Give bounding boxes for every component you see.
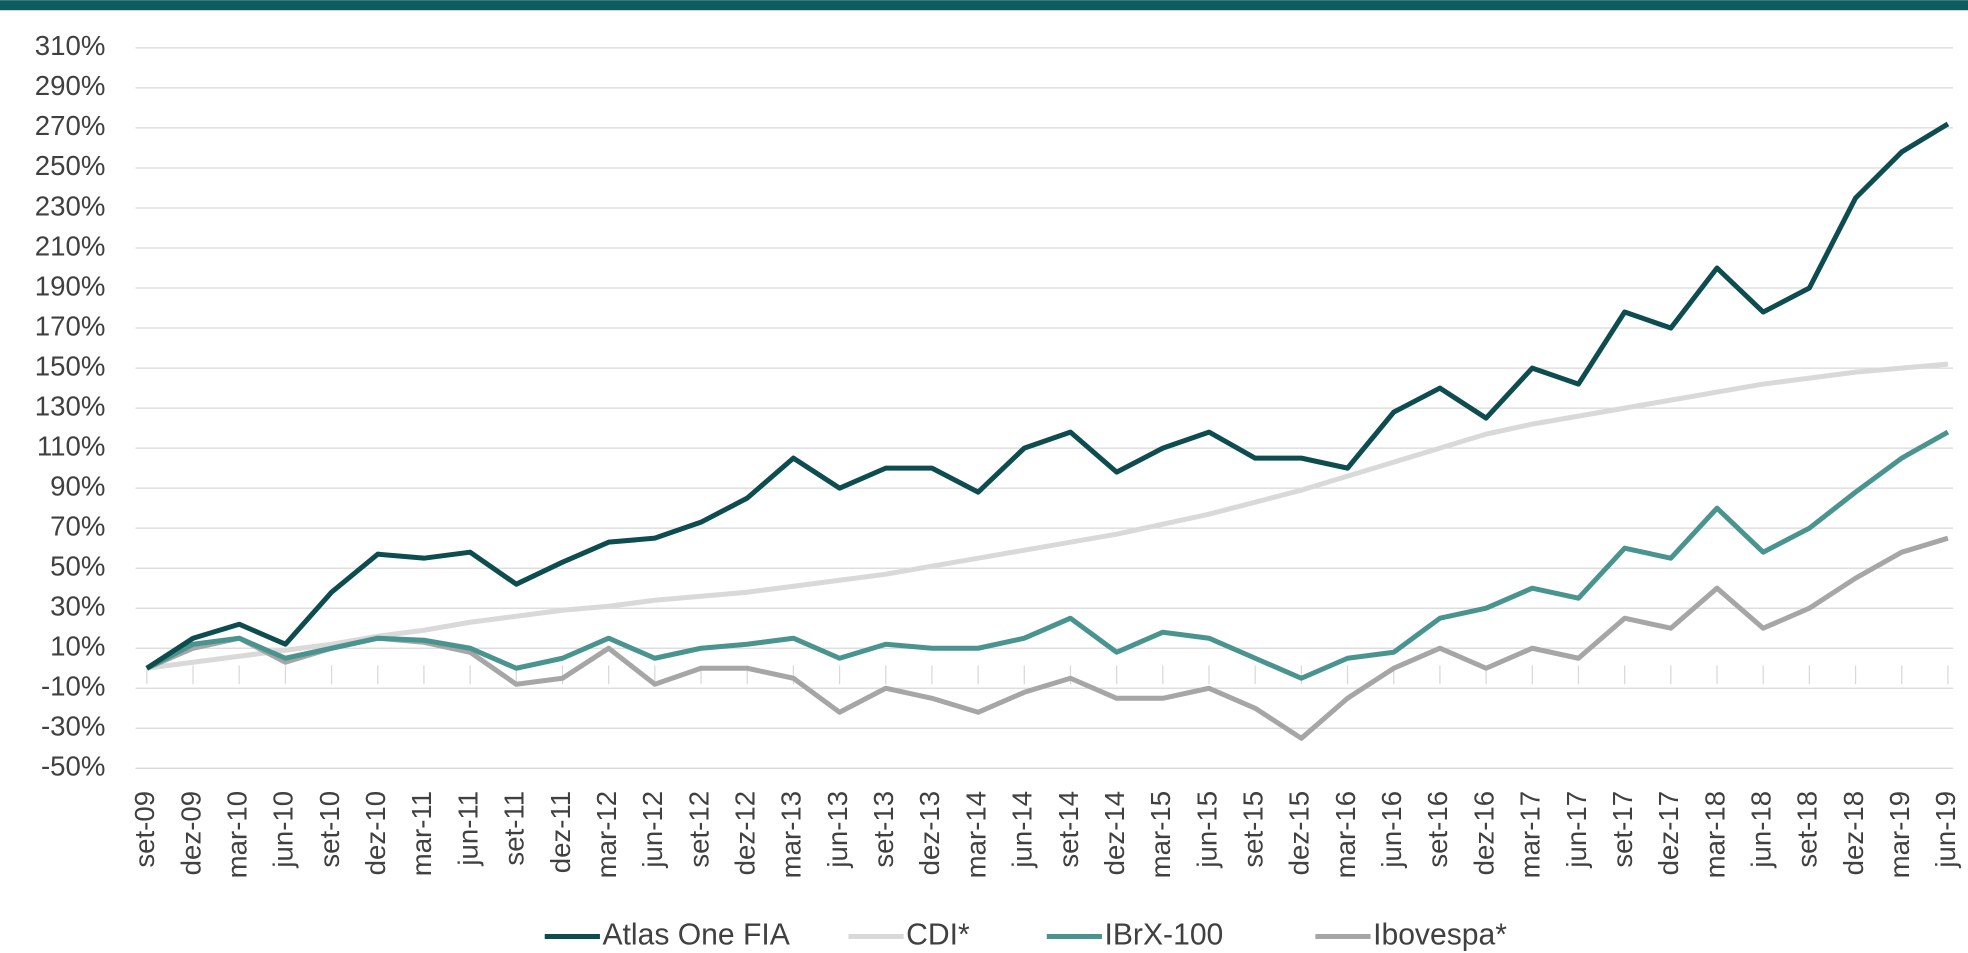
y-tick-label: 210%: [35, 230, 106, 261]
x-tick-label: mar-17: [1515, 791, 1546, 878]
x-tick-label: set-18: [1792, 791, 1823, 868]
x-tick-label: jun-14: [1007, 791, 1038, 869]
x-tick-label: set-14: [1053, 791, 1084, 868]
x-tick-label: mar-10: [222, 791, 253, 878]
header-band: [0, 0, 1968, 11]
x-tick-label: mar-15: [1145, 791, 1176, 878]
x-tick-label: mar-14: [960, 791, 991, 878]
series-line: [145, 429, 1950, 681]
x-tick-label: dez-11: [545, 791, 576, 873]
x-tick-label: mar-18: [1699, 791, 1730, 878]
series-line: [145, 121, 1950, 671]
y-tick-label: 90%: [50, 470, 105, 501]
x-tick-label: set-15: [1237, 791, 1268, 868]
x-tick-label: mar-11: [406, 791, 437, 876]
x-tick-label: mar-12: [591, 791, 622, 878]
y-tick-label: 10%: [50, 631, 105, 662]
x-tick-label: set-12: [683, 791, 714, 868]
x-tick-label: set-16: [1422, 791, 1453, 868]
legend-label: IBrX-100: [1104, 918, 1223, 951]
x-tick-label: jun-18: [1745, 791, 1776, 869]
x-tick-label: set-11: [499, 791, 530, 866]
y-tick-label: 150%: [35, 350, 106, 381]
x-tick-label: dez-10: [360, 791, 391, 875]
x-tick-label: dez-09: [175, 791, 206, 875]
x-tick-label: mar-19: [1884, 791, 1915, 878]
x-tick-label: dez-14: [1099, 791, 1130, 875]
y-tick-label: -10%: [41, 671, 105, 702]
x-tick-label: set-13: [868, 791, 899, 868]
x-tick-label: set-17: [1607, 791, 1638, 868]
x-tick-label: dez-17: [1653, 791, 1684, 875]
x-tick-label: jun-15: [1191, 791, 1222, 869]
x-tick-label: jun-16: [1376, 791, 1407, 869]
y-tick-label: 290%: [35, 70, 106, 101]
x-tick-label: jun-19: [1930, 791, 1961, 869]
legend-label: Atlas One FIA: [602, 918, 790, 951]
x-tick-label: set-09: [129, 791, 160, 868]
x-tick-label: dez-12: [730, 791, 761, 875]
y-tick-label: 250%: [35, 150, 106, 181]
y-tick-label: 30%: [50, 591, 105, 622]
legend-label: Ibovespa*: [1373, 918, 1507, 951]
x-tick-label: mar-16: [1330, 791, 1361, 878]
y-tick-label: 310%: [35, 30, 106, 61]
x-tick-label: jun-12: [637, 791, 668, 869]
x-tick-label: jun-13: [822, 791, 853, 869]
y-tick-label: 70%: [50, 510, 105, 541]
y-tick-label: 50%: [50, 550, 105, 581]
x-tick-label: jun-11: [452, 791, 483, 867]
x-tick-label: dez-16: [1468, 791, 1499, 875]
x-tick-label: mar-13: [776, 791, 807, 878]
x-tick-label: dez-13: [914, 791, 945, 875]
x-tick-label: jun-17: [1561, 791, 1592, 869]
x-tick-label: dez-15: [1284, 791, 1315, 875]
series-line: [145, 535, 1949, 741]
y-tick-label: -30%: [41, 711, 105, 742]
x-tick-label: dez-18: [1838, 791, 1869, 875]
x-tick-label: jun-10: [268, 791, 299, 869]
y-tick-label: 190%: [35, 270, 106, 301]
legend-label: CDI*: [906, 918, 970, 951]
y-tick-label: 170%: [35, 310, 106, 341]
y-tick-label: -50%: [41, 751, 105, 782]
x-tick-label: set-10: [314, 791, 345, 868]
y-tick-label: 110%: [37, 430, 106, 461]
y-tick-label: 130%: [35, 390, 106, 421]
series-line: [146, 361, 1949, 671]
y-tick-label: 270%: [35, 110, 106, 141]
y-tick-label: 230%: [35, 190, 106, 221]
